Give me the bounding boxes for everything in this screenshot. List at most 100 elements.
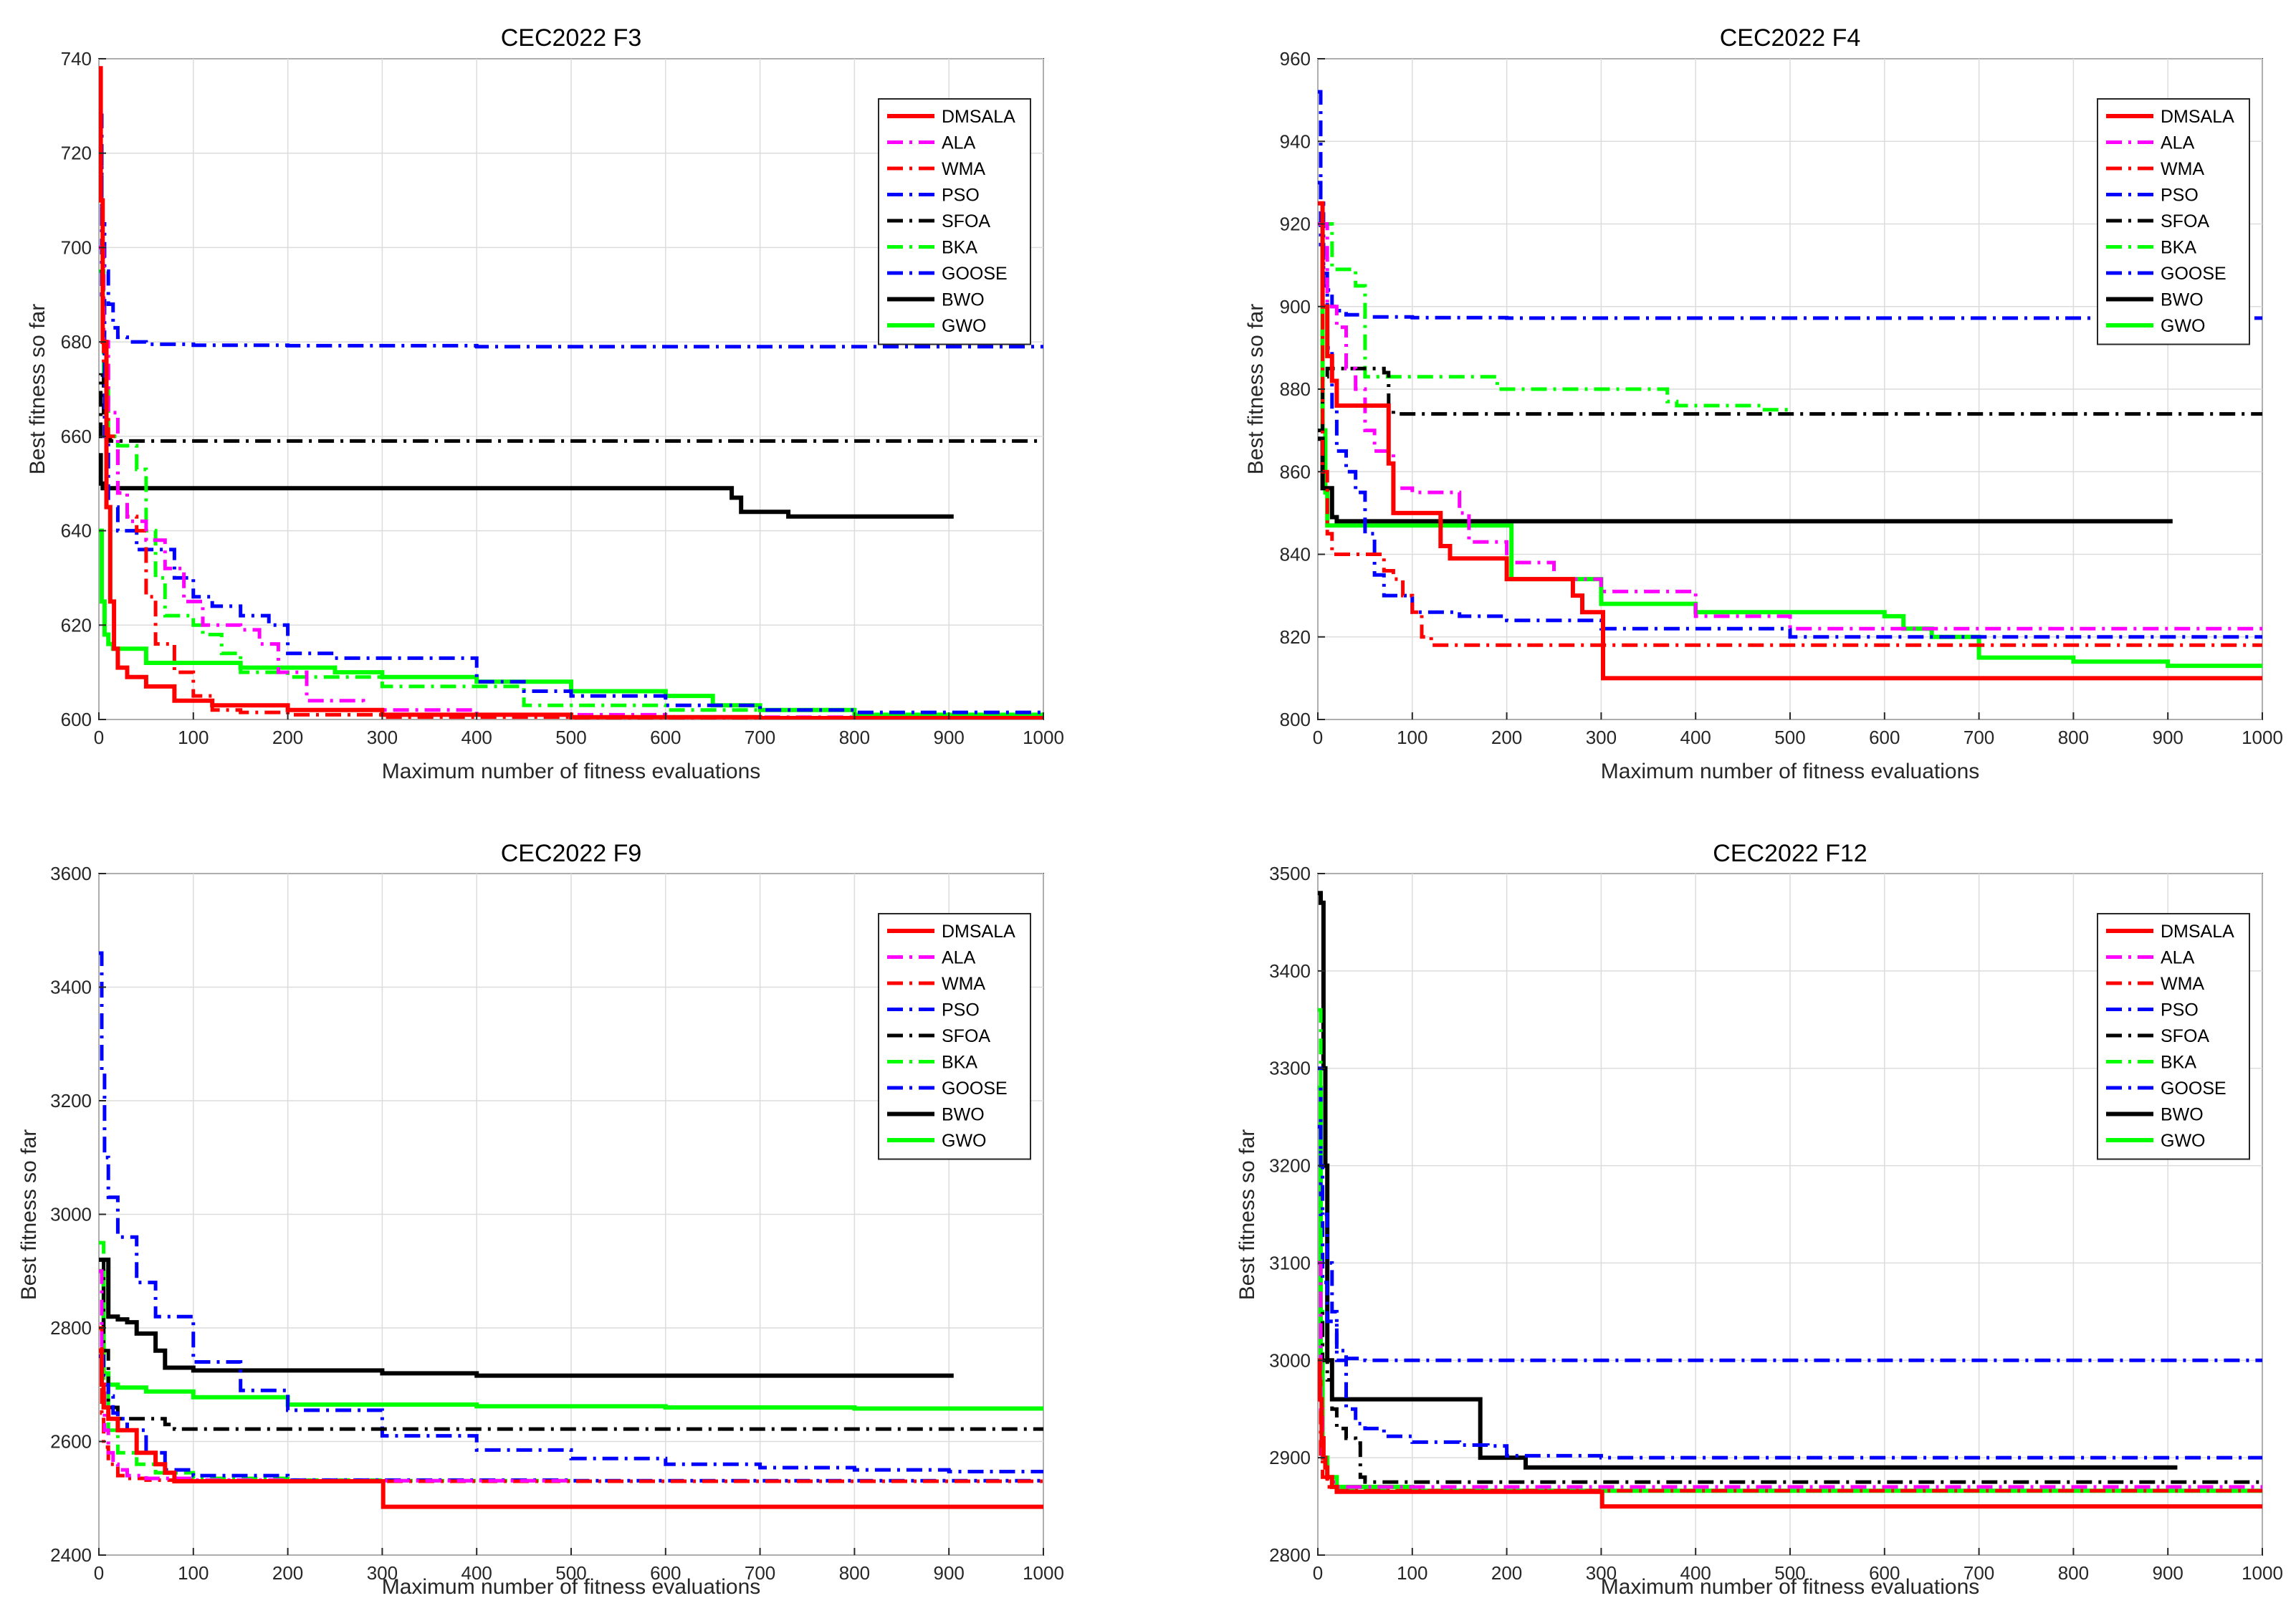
- series-line-dmsala: [1318, 1358, 2262, 1509]
- x-tick-label: 400: [461, 727, 492, 748]
- y-tick-label: 720: [61, 143, 92, 164]
- series-line-dmsala: [1318, 201, 2262, 681]
- y-tick-label: 3400: [50, 977, 92, 998]
- x-axis-label: Maximum number of fitness evaluations: [1601, 1575, 1980, 1599]
- y-tick-label: 660: [61, 426, 92, 447]
- y-axis-label: Best fitness so far: [26, 304, 49, 474]
- legend-label-sfoa: SFOA: [2161, 211, 2209, 231]
- y-tick-label: 820: [1280, 626, 1311, 648]
- legend-label-goose: GOOSE: [2161, 1079, 2226, 1099]
- x-tick-label: 100: [178, 727, 209, 748]
- x-tick-label: 800: [839, 727, 870, 748]
- legend-label-gwo: GWO: [942, 316, 987, 336]
- x-tick-label: 600: [1869, 1562, 1900, 1584]
- x-tick-label: 100: [1397, 727, 1427, 748]
- legend-label-wma: WMA: [2161, 974, 2204, 994]
- legend-label-ala: ALA: [2161, 133, 2195, 153]
- y-tick-label: 960: [1280, 48, 1311, 70]
- series-line-wma: [1318, 222, 2262, 647]
- legend: DMSALA ALA WMA PSO SFOA BKA GOOSE BWO GWO: [878, 98, 1031, 345]
- legend-label-dmsala: DMSALA: [942, 922, 1015, 942]
- series-line-dmsala: [99, 1348, 1043, 1509]
- series-line-bwo: [99, 453, 954, 519]
- y-tick-label: 3300: [1269, 1058, 1311, 1079]
- y-tick-label: 3400: [1269, 960, 1311, 982]
- y-tick-label: 2400: [50, 1544, 92, 1566]
- x-tick-label: 400: [1680, 727, 1711, 748]
- y-tick-label: 700: [61, 236, 92, 258]
- x-axis-label: Maximum number of fitness evaluations: [1601, 760, 1980, 783]
- series-line-goose: [1318, 1066, 2262, 1362]
- x-tick-label: 900: [934, 1562, 965, 1584]
- x-tick-label: 500: [1774, 1562, 1805, 1584]
- series-line-sfoa: [1318, 366, 2262, 433]
- x-tick-label: 1000: [2242, 1562, 2283, 1584]
- y-tick-label: 3500: [1269, 863, 1311, 884]
- legend-label-ala: ALA: [2161, 948, 2195, 968]
- series-line-bka: [1318, 1008, 2262, 1493]
- x-tick-label: 400: [461, 1562, 492, 1584]
- legend-label-goose: GOOSE: [2161, 264, 2226, 284]
- legend-label-bwo: BWO: [2161, 1105, 2204, 1125]
- legend-label-gwo: GWO: [2161, 316, 2206, 336]
- x-tick-label: 900: [934, 727, 965, 748]
- x-tick-label: 500: [555, 727, 586, 748]
- legend-label-wma: WMA: [942, 974, 985, 994]
- legend-label-dmsala: DMSALA: [942, 107, 1015, 127]
- x-tick-label: 0: [94, 727, 104, 748]
- tick-labels: 0 100 200 300 400 500 600 700 800 900 1000 2400 2600…: [50, 863, 1064, 1584]
- tick-labels: 0 100 200 300 400 500 600 700 800 900 1000 2800 2900…: [1269, 863, 2283, 1584]
- legend-label-bka: BKA: [942, 238, 977, 258]
- chart-title: CEC2022 F12: [1713, 840, 1867, 867]
- legend-label-pso: PSO: [942, 1000, 980, 1020]
- y-tick-label: 900: [1280, 296, 1311, 317]
- x-tick-label: 600: [1869, 727, 1900, 748]
- y-tick-label: 3600: [50, 863, 92, 884]
- x-tick-label: 700: [745, 1562, 775, 1584]
- y-tick-label: 600: [61, 709, 92, 730]
- legend: DMSALA ALA WMA PSO SFOA BKA GOOSE BWO GWO: [2097, 98, 2250, 345]
- y-tick-label: 2800: [1269, 1544, 1311, 1566]
- series-line-ala: [1318, 222, 2262, 631]
- x-tick-label: 200: [272, 1562, 303, 1584]
- x-tick-label: 200: [1491, 727, 1522, 748]
- series-line-pso: [1318, 1124, 2262, 1460]
- legend-label-gwo: GWO: [942, 1131, 987, 1151]
- legend-label-sfoa: SFOA: [2161, 1026, 2209, 1046]
- y-tick-label: 740: [61, 48, 92, 70]
- x-tick-label: 0: [1313, 1562, 1323, 1584]
- chart-panel-f3: 0 100 200 300 400 500 600 700 800 900 1000 600 620 64…: [26, 24, 1064, 783]
- x-tick-label: 200: [272, 727, 303, 748]
- x-tick-label: 1000: [1023, 1562, 1064, 1584]
- x-tick-label: 900: [2153, 1562, 2183, 1584]
- series-line-pso: [99, 1354, 1043, 1483]
- y-axis-label: Best fitness so far: [1235, 1129, 1259, 1300]
- x-tick-label: 300: [367, 1562, 398, 1584]
- tick-labels: 0 100 200 300 400 500 600 700 800 900 1000 600 620 64…: [61, 48, 1064, 748]
- legend-box: [878, 913, 1031, 1160]
- x-tick-label: 1000: [2242, 727, 2283, 748]
- x-tick-label: 100: [178, 1562, 209, 1584]
- series-lines: [1318, 90, 2262, 681]
- y-tick-label: 860: [1280, 461, 1311, 482]
- legend-box: [878, 98, 1031, 345]
- legend-label-sfoa: SFOA: [942, 211, 990, 231]
- x-tick-label: 700: [1963, 727, 1994, 748]
- series-line-ala: [99, 245, 1043, 719]
- x-tick-label: 900: [2153, 727, 2183, 748]
- x-tick-label: 700: [1963, 1562, 1994, 1584]
- legend-box: [2097, 913, 2250, 1160]
- tick-labels: 0 100 200 300 400 500 600 700 800 900 1000 800 820 84…: [1280, 48, 2283, 748]
- legend-label-wma: WMA: [2161, 159, 2204, 179]
- y-axis-label: Best fitness so far: [17, 1129, 41, 1300]
- y-tick-label: 3100: [1269, 1252, 1311, 1273]
- series-line-goose: [99, 951, 1043, 1473]
- chart-panel-f4: 0 100 200 300 400 500 600 700 800 900 1000 800 820 84…: [1244, 24, 2283, 783]
- legend-label-wma: WMA: [942, 159, 985, 179]
- series-line-pso: [99, 113, 1043, 715]
- x-tick-label: 700: [745, 727, 775, 748]
- legend-label-dmsala: DMSALA: [2161, 922, 2234, 942]
- legend-label-bwo: BWO: [942, 290, 985, 310]
- legend-label-bka: BKA: [2161, 238, 2196, 258]
